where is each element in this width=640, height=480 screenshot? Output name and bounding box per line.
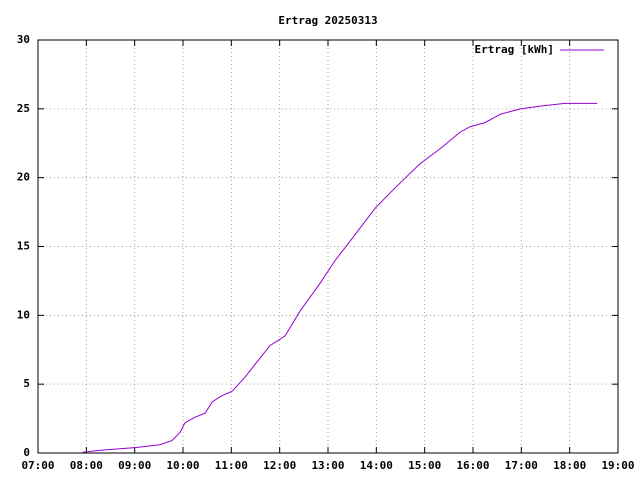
x-tick-label: 17:00 xyxy=(505,459,538,472)
y-tick-label: 25 xyxy=(17,102,30,115)
y-tick-label: 10 xyxy=(17,308,30,321)
y-tick-label: 5 xyxy=(23,377,30,390)
x-tick-label: 15:00 xyxy=(408,459,441,472)
x-tick-label: 09:00 xyxy=(118,459,151,472)
x-tick-label: 16:00 xyxy=(456,459,489,472)
x-tick-label: 12:00 xyxy=(263,459,296,472)
y-tick-label: 0 xyxy=(23,446,30,459)
x-tick-label: 14:00 xyxy=(360,459,393,472)
x-tick-label: 07:00 xyxy=(21,459,54,472)
chart-title: Ertrag 20250313 xyxy=(278,14,377,27)
x-tick-label: 11:00 xyxy=(215,459,248,472)
plot-frame xyxy=(37,39,619,454)
x-tick-label: 13:00 xyxy=(311,459,344,472)
x-tick-label: 18:00 xyxy=(553,459,586,472)
y-tick-label: 20 xyxy=(17,171,30,184)
legend-label: Ertrag [kWh] xyxy=(475,43,554,56)
x-tick-label: 10:00 xyxy=(166,459,199,472)
data-line xyxy=(82,102,598,453)
x-tick-label: 19:00 xyxy=(601,459,634,472)
y-tick-label: 15 xyxy=(17,240,30,253)
x-tick-label: 08:00 xyxy=(70,459,103,472)
y-tick-label: 30 xyxy=(17,33,30,46)
